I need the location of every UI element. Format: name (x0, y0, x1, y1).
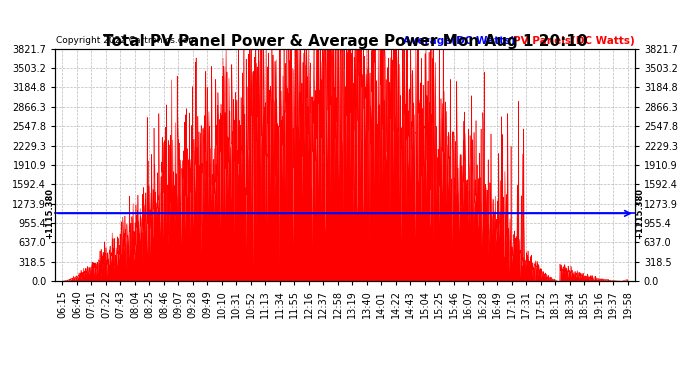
Text: PV Panels(DC Watts): PV Panels(DC Watts) (513, 36, 635, 46)
Text: +1115.380: +1115.380 (635, 188, 644, 239)
Title: Total PV Panel Power & Average Power Mon Aug 1 20:10: Total PV Panel Power & Average Power Mon… (103, 34, 587, 49)
Text: Copyright 2022 Cartronics.com: Copyright 2022 Cartronics.com (56, 36, 197, 45)
Text: Average(DC Watts): Average(DC Watts) (403, 36, 515, 46)
Text: +1115.380: +1115.380 (46, 188, 55, 239)
